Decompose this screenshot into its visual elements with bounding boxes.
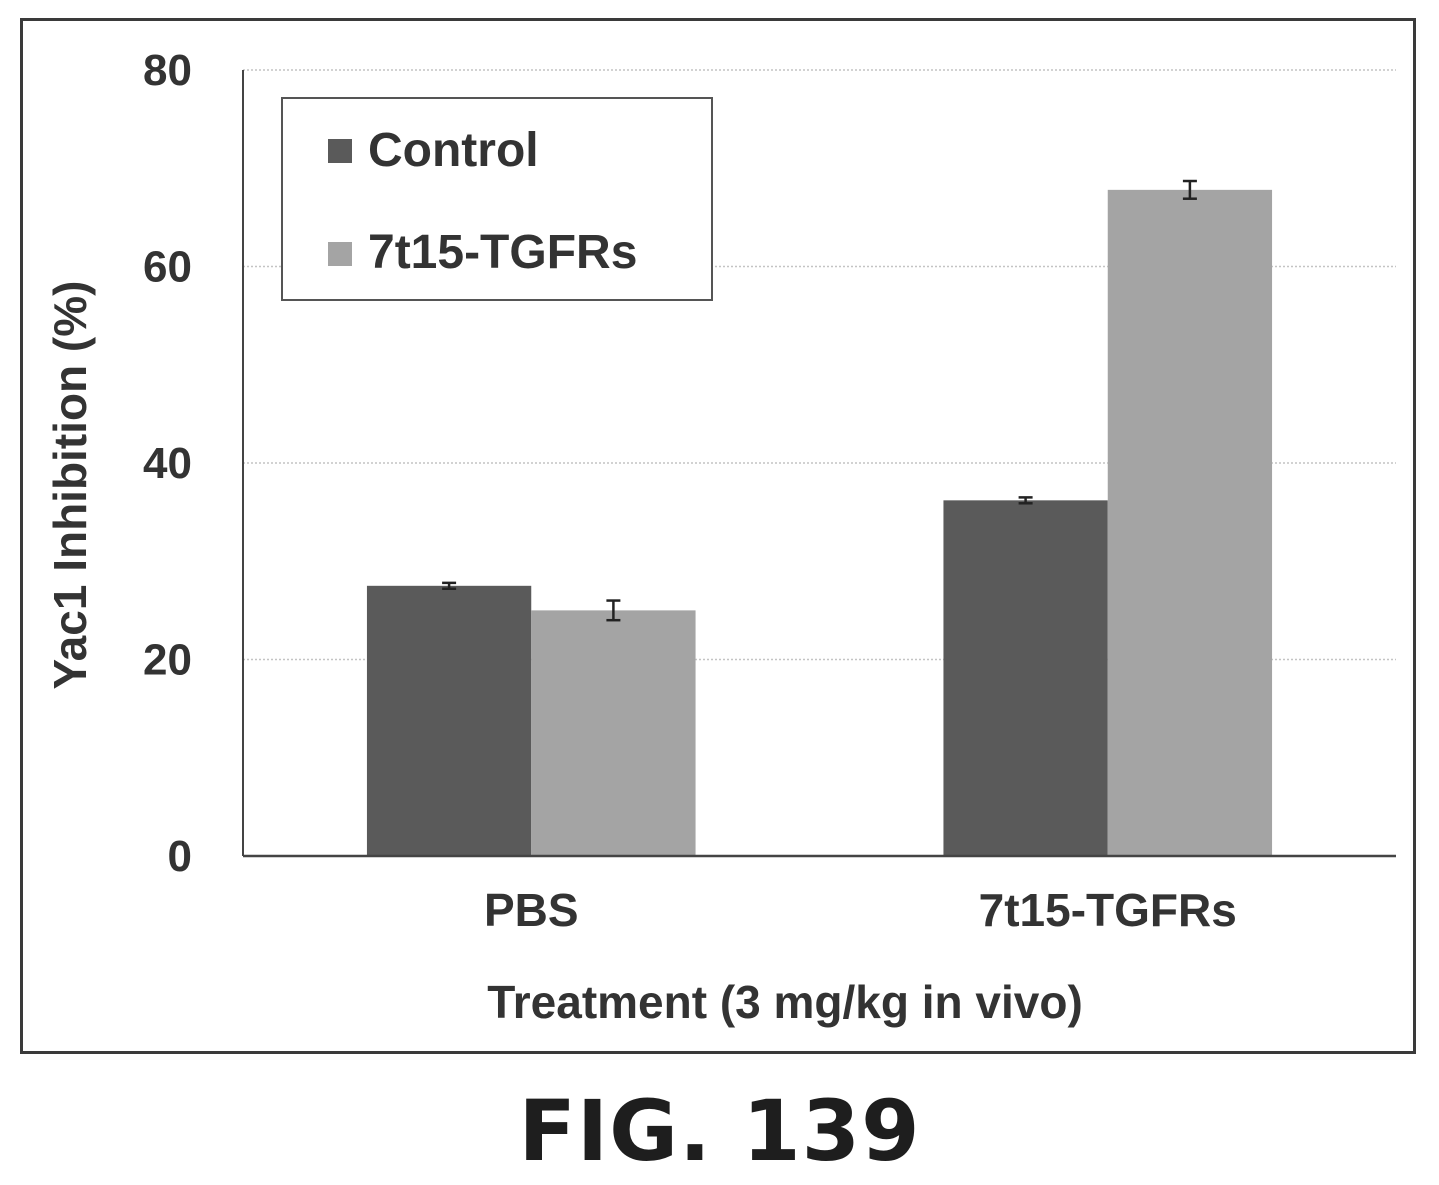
legend-swatch-7t15-tgfrs	[328, 242, 352, 266]
y-tick-label-80: 80	[143, 46, 192, 95]
x-category-label-7t15-tgfrs: 7t15-TGFRs	[979, 884, 1237, 936]
y-tick-labels: 0 20 40 60 80	[143, 46, 192, 881]
category-labels: PBS 7t15-TGFRs	[484, 884, 1237, 936]
x-category-label-pbs: PBS	[484, 884, 579, 936]
bar-7t15-tgfrs-7t15-tgfrs	[1108, 190, 1272, 856]
figure-caption: FIG. 139	[0, 1082, 1439, 1180]
x-axis-title: Treatment (3 mg/kg in vivo)	[487, 976, 1083, 1028]
legend: Control 7t15-TGFRs	[282, 98, 712, 300]
bar-control-pbs	[367, 586, 531, 856]
y-tick-label-40: 40	[143, 439, 192, 488]
bar-chart: 0 20 40 60 80 PBS 7t15-TGFRs Yac1 Inhibition …	[0, 0, 1439, 1060]
y-tick-label-20: 20	[143, 636, 192, 685]
legend-label-control: Control	[368, 124, 539, 177]
y-tick-label-60: 60	[143, 243, 192, 292]
legend-label-7t15-tgfrs: 7t15-TGFRs	[368, 226, 637, 279]
legend-swatch-control	[328, 139, 352, 163]
bar-7t15-tgfrs-pbs	[531, 610, 695, 856]
y-axis-title: Yac1 Inhibition (%)	[44, 281, 96, 690]
bar-control-7t15-tgfrs	[943, 500, 1107, 856]
y-tick-label-0: 0	[168, 832, 192, 881]
